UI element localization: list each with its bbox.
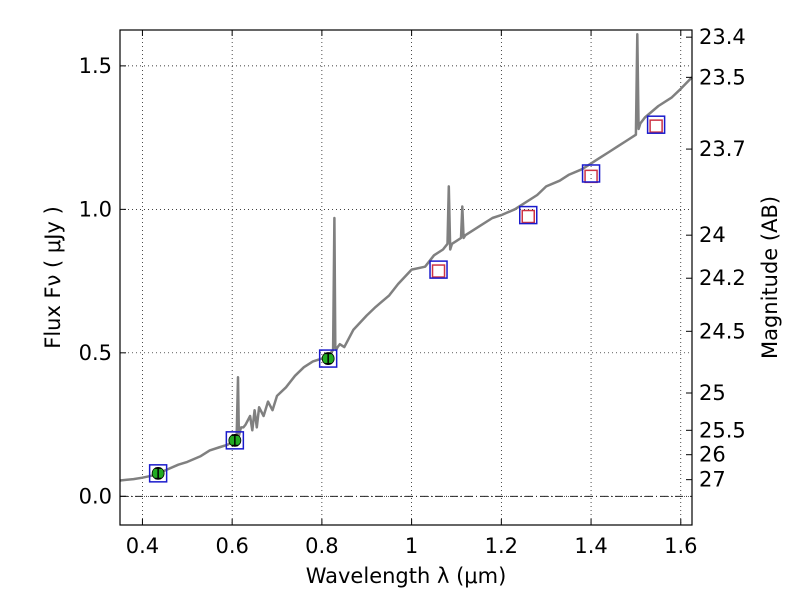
y-tick-label: 1.0 bbox=[79, 197, 112, 221]
y-tick-label: 1.5 bbox=[79, 54, 112, 78]
y-axis: 0.0 0.5 1.0 1.5 bbox=[79, 54, 126, 508]
model-point bbox=[581, 164, 601, 183]
spectrum-line bbox=[119, 33, 693, 482]
y2-axis-title: Magnitude (AB) bbox=[758, 196, 782, 359]
y-axis-title: Flux Fν ( μJy ) bbox=[41, 206, 65, 349]
model-points bbox=[148, 115, 666, 483]
predicted-point bbox=[431, 264, 446, 278]
magnitude-tick-label: 23.5 bbox=[699, 65, 746, 89]
magnitude-tick-label: 24.5 bbox=[699, 319, 746, 343]
predicted-point bbox=[649, 119, 663, 133]
model-point bbox=[429, 260, 448, 279]
observed-points bbox=[151, 352, 335, 480]
model-point bbox=[148, 464, 168, 483]
predicted-point bbox=[521, 209, 536, 224]
magnitude-tick-label: 26 bbox=[699, 443, 726, 467]
magnitude-tick-label: 27 bbox=[699, 468, 726, 492]
plot-area bbox=[120, 30, 692, 525]
x-tick-label: 1.6 bbox=[664, 534, 697, 558]
model-point bbox=[225, 431, 245, 450]
y-tick-label: 0.5 bbox=[79, 341, 112, 365]
x-axis-title: Wavelength λ (μm) bbox=[306, 564, 507, 588]
model-point bbox=[318, 349, 338, 368]
model-point bbox=[519, 205, 538, 225]
x-tick-label: 0.6 bbox=[215, 534, 248, 558]
magnitude-tick-label: 23.4 bbox=[699, 25, 746, 49]
magnitude-tick-label: 24.2 bbox=[699, 266, 746, 290]
plot-frame bbox=[119, 29, 693, 526]
x-tick-label: 1.2 bbox=[485, 534, 518, 558]
x-tick-label: 1.4 bbox=[574, 534, 607, 558]
x-tick-label: 0.8 bbox=[305, 534, 338, 558]
x-tick-label: 0.4 bbox=[126, 534, 159, 558]
x-tick-label: 1 bbox=[405, 534, 418, 558]
model-point bbox=[646, 115, 666, 134]
magnitude-tick-label: 25.5 bbox=[699, 418, 746, 442]
magnitude-tick-label: 24 bbox=[699, 223, 726, 247]
y-tick-label: 0.0 bbox=[79, 484, 112, 508]
magnitude-tick-label: 23.7 bbox=[699, 137, 746, 161]
magnitude-tick-label: 25 bbox=[699, 381, 726, 405]
x-axis: 0.4 0.6 0.8 1 1.2 1.4 1.6 bbox=[126, 30, 697, 558]
predicted-points bbox=[431, 119, 663, 278]
